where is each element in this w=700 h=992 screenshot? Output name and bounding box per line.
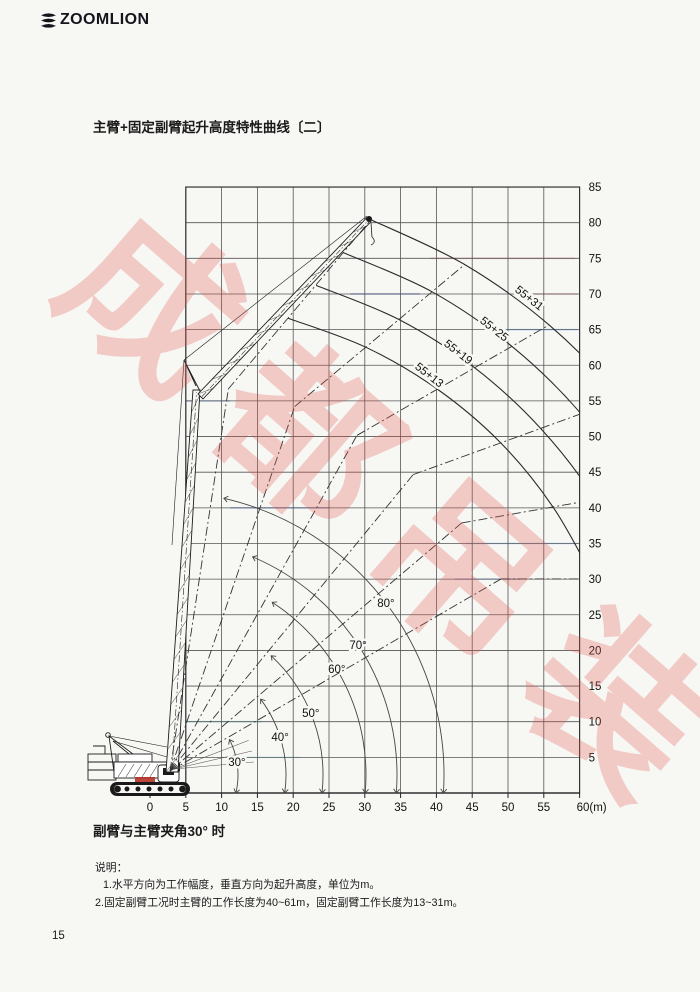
crane-logo-strip <box>135 777 155 783</box>
crane-backstay-cables <box>108 735 168 758</box>
angle-arc-arrows-30 <box>228 738 241 794</box>
svg-text:40: 40 <box>589 503 602 515</box>
crane-track-wheels <box>114 785 186 793</box>
crane-illustration <box>87 215 375 796</box>
svg-text:20: 20 <box>589 645 602 657</box>
angle-arc-60 <box>271 601 367 794</box>
boom-angle-line-30 <box>169 578 502 772</box>
crane-deck-hatch <box>117 763 167 778</box>
page-title: 主臂+固定副臂起升高度特性曲线〔二〕 <box>93 120 331 135</box>
x-axis-labels: 0 5 10 15 20 25 30 35 40 45 50 55 60(m) <box>147 802 607 814</box>
y-axis-labels: 5 10 15 20 25 30 35 40 45 50 55 60 65 70 75 80 85 <box>589 182 602 764</box>
zoomlion-icon <box>41 12 56 28</box>
fan-line <box>173 740 249 770</box>
note-item-2: 2.固定副臂工况时主臂的工作长度为40~61m，固定副臂工作长度为13~31m。 <box>95 896 464 909</box>
svg-text:40: 40 <box>430 802 443 814</box>
svg-text:35: 35 <box>589 538 602 550</box>
notes-heading: 说明： <box>95 862 128 874</box>
jib-line-60 <box>356 324 550 436</box>
svg-text:65: 65 <box>589 325 602 337</box>
crane-jib-bracing <box>197 217 372 395</box>
svg-text:80: 80 <box>589 218 602 230</box>
angle-label-30: 30° <box>228 757 245 769</box>
angle-arc-70 <box>252 556 398 794</box>
svg-text:35: 35 <box>394 802 407 814</box>
svg-text:25: 25 <box>323 802 336 814</box>
svg-text:45: 45 <box>466 802 479 814</box>
crane-gantry-sheave <box>105 732 111 738</box>
angle-label-80: 80° <box>377 598 394 610</box>
svg-text:15: 15 <box>589 681 602 693</box>
svg-text:30: 30 <box>589 574 602 586</box>
angle-label-40: 40° <box>271 732 288 744</box>
crane-housing <box>117 753 153 763</box>
angle-arc-30 <box>229 739 239 794</box>
lifting-height-chart: 0 5 10 15 20 25 30 35 40 45 50 55 60(m) 5 10 15 20 25 30 35… <box>87 182 607 814</box>
boom-angle-line-80 <box>169 388 229 772</box>
jib-line-50 <box>412 413 580 476</box>
svg-text:55: 55 <box>537 802 550 814</box>
note-item-1: 1.水平方向为工作幅度，垂直方向为起升高度，单位为m。 <box>103 879 381 892</box>
svg-text:75: 75 <box>589 253 602 265</box>
angle-label-70: 70° <box>349 640 366 652</box>
curve-55+25 <box>343 252 580 414</box>
fan-line <box>173 761 254 770</box>
notes-block: 说明： 1.水平方向为工作幅度，垂直方向为起升高度，单位为m。 2.固定副臂工况… <box>95 860 463 912</box>
angle-arc-80 <box>223 497 445 794</box>
brand-name: ZOOMLION <box>60 11 150 28</box>
svg-text:20: 20 <box>287 802 300 814</box>
fan-line <box>173 750 253 770</box>
curve-55+31 <box>371 219 580 355</box>
svg-text:0: 0 <box>147 802 153 814</box>
angle-arc-arrows-70 <box>251 555 400 794</box>
jib-line-40 <box>461 501 580 524</box>
svg-text:60(m): 60(m) <box>577 802 607 814</box>
crane-boom-centerline <box>171 391 197 771</box>
angle-arc-arrows-40 <box>260 698 289 794</box>
page-number: 15 <box>52 930 65 942</box>
angle-arc-40 <box>260 698 287 794</box>
svg-text:45: 45 <box>589 467 602 479</box>
svg-text:5: 5 <box>589 752 595 764</box>
svg-text:60: 60 <box>589 360 602 372</box>
chart-caption: 副臂与主臂夹角30° 时 <box>93 824 226 839</box>
crane-main-boom <box>165 389 201 773</box>
jib-line-70 <box>294 264 466 407</box>
crane-counterweight-detail <box>88 745 116 771</box>
plot-border <box>185 186 581 794</box>
svg-text:55: 55 <box>589 396 602 408</box>
angle-arc-arrows-80 <box>223 495 448 794</box>
curve-55+19 <box>315 284 580 478</box>
crane-hook <box>370 222 375 246</box>
svg-text:50: 50 <box>502 802 515 814</box>
crane-pendant-ropes <box>171 215 368 546</box>
svg-text:70: 70 <box>589 289 602 301</box>
plot-grid <box>185 186 580 793</box>
svg-text:85: 85 <box>589 182 602 194</box>
curve-label-55+19: 55+19 <box>441 338 474 367</box>
angle-label-50: 50° <box>302 708 319 720</box>
crane-counterweight <box>87 753 117 781</box>
boom-angle-line-50 <box>169 474 414 772</box>
angle-arc-arrows-60 <box>271 601 369 794</box>
jib-line-80 <box>228 219 372 390</box>
angle-label-60: 60° <box>328 664 345 676</box>
angle-arc-arrows-50 <box>270 655 326 794</box>
svg-text:25: 25 <box>589 610 602 622</box>
x-axis-ticks <box>149 793 581 798</box>
svg-text:50: 50 <box>589 432 602 444</box>
svg-text:5: 5 <box>183 802 189 814</box>
brand-logo: ZOOMLION <box>40 11 149 29</box>
crane-tip-sheave <box>366 216 372 222</box>
angle-arc-50 <box>270 655 324 794</box>
svg-text:15: 15 <box>251 802 264 814</box>
svg-text:10: 10 <box>589 717 602 729</box>
boom-angle-line-60 <box>169 435 358 772</box>
boom-angle-line-40 <box>169 522 462 772</box>
svg-text:10: 10 <box>215 802 228 814</box>
boom-angle-line-70 <box>169 406 296 772</box>
svg-text:30: 30 <box>358 802 371 814</box>
curve-55+13 <box>287 317 580 555</box>
